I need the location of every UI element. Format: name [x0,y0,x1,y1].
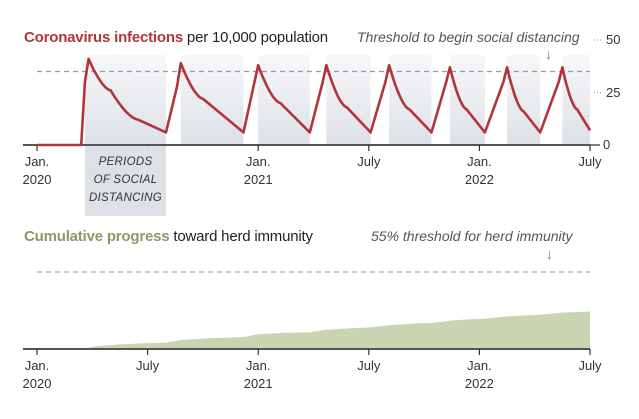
x-tick-label: July [118,357,178,375]
y-tick-label: 0 [603,137,611,152]
x-tick-label-line1: Jan. [245,358,271,373]
x-tick-label-line2: 2022 [464,376,494,391]
herd-immunity-area [37,311,590,349]
herd-threshold-arrow-icon: ↓ [546,246,553,262]
periods-of-social-distancing-label: PERIODS OF SOCIAL DISTANCING [85,146,166,216]
distancing-period-band [180,55,244,145]
x-tick-label: July [560,153,620,171]
x-tick-label: Jan. 2020 [7,357,67,393]
x-tick-label: July [339,357,399,375]
infections-title-rest: per 10,000 population [182,29,328,46]
x-tick-label-line2: 2021 [243,172,273,187]
distancing-period-band [389,55,432,145]
x-tick-label-line1: July [578,154,602,169]
x-tick-label-line1: Jan. [467,154,492,169]
herd-title-bold: Cumulative progress [24,228,170,245]
x-tick-label-line2: 2020 [22,376,52,391]
x-tick-label-line1: Jan. [24,358,50,373]
periods-label-text: PERIODS OF SOCIAL DISTANCING [88,156,163,204]
x-tick-label-line2: 2022 [464,172,494,187]
infections-line [37,57,592,147]
x-tick-label: Jan. 2021 [228,357,288,393]
distancing-period-band [84,55,167,145]
herd-chart-title: Cumulative progress toward herd immunity [24,228,313,245]
y-tick-label: 50 [606,32,621,47]
x-tick-label-line1: July [136,358,160,373]
x-tick-label: July [560,357,620,375]
x-tick-label: Jan. 2022 [449,153,509,189]
infections-title-bold: Coronavirus infections [24,29,183,46]
x-tick-label-line1: Jan. [467,358,492,373]
infections-chart-title: Coronavirus infections per 10,000 popula… [24,29,328,46]
distancing-period-band [562,55,590,145]
x-tick-label-line2: 2021 [243,376,273,391]
distancing-threshold-arrow-icon: ↓ [545,46,552,62]
distancing-period-band [258,55,310,145]
herd-title-rest: toward herd immunity [169,228,313,245]
x-tick-label-line1: July [578,358,602,373]
y-tick-label: 25 [606,84,621,100]
x-tick-label: July [339,153,399,171]
x-tick-label: Jan. 2022 [449,357,509,393]
distancing-period-band [326,55,371,145]
x-tick-label-line1: July [357,154,381,169]
x-tick-label-line1: Jan. [245,154,271,169]
x-tick-label: Jan. 2021 [228,153,288,189]
x-tick-label: Jan. 2020 [7,153,67,189]
distancing-period-band [507,55,541,145]
distancing-threshold-annotation: Threshold to begin social distancing [357,29,580,45]
x-tick-label-line1: July [357,358,381,373]
x-tick-label-line2: 2020 [22,172,52,187]
x-tick-label-line1: Jan. [24,154,50,169]
distancing-period-band [449,55,485,145]
herd-threshold-annotation: 55% threshold for herd immunity [371,228,573,244]
